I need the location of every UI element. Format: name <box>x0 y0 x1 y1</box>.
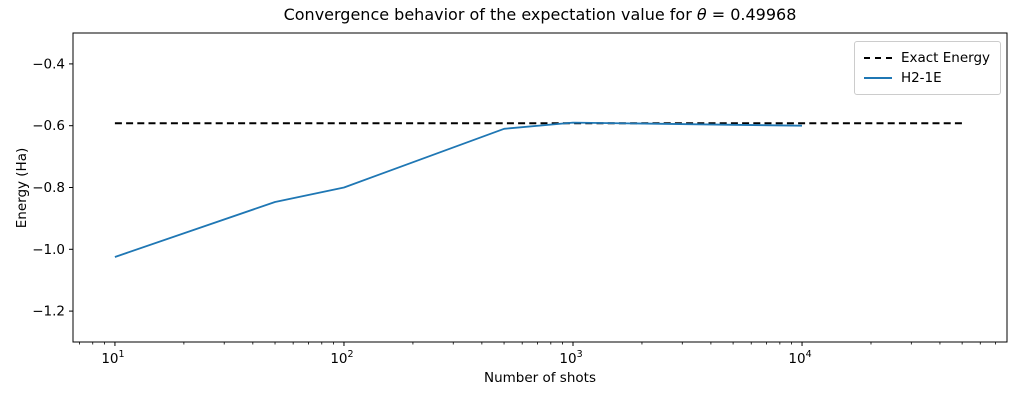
y-tick-label: −1.2 <box>32 304 65 320</box>
y-tick-label: −1.0 <box>32 242 65 258</box>
dashed-line-icon <box>863 57 892 59</box>
legend-item-exact-energy: Exact Energy <box>863 48 990 68</box>
theta-symbol: θ <box>696 5 707 24</box>
legend-label-exact-energy: Exact Energy <box>900 50 990 66</box>
legend: Exact Energy H2-1E <box>853 41 1001 95</box>
y-tick-label: −0.6 <box>32 118 65 134</box>
chart-title-suffix: = 0.49968 <box>706 5 797 24</box>
series-h2-1e <box>114 121 803 258</box>
x-tick-label: 102 <box>330 349 353 367</box>
chart-title-prefix: Convergence behavior of the expectation … <box>283 5 697 24</box>
y-axis-label: Energy (Ha) <box>14 147 30 229</box>
y-tick-label: −0.4 <box>32 56 65 72</box>
x-tick-label: 103 <box>559 349 582 367</box>
legend-label-h2-1e: H2-1E <box>900 70 942 86</box>
chart-title: Convergence behavior of the expectation … <box>73 5 1007 25</box>
x-axis-label: Number of shots <box>483 370 596 386</box>
solid-line-icon <box>863 77 892 79</box>
legend-item-h2-1e: H2-1E <box>863 68 990 88</box>
x-tick-label: 101 <box>101 349 124 367</box>
y-tick-label: −0.8 <box>32 180 65 196</box>
x-tick-label: 104 <box>788 349 811 367</box>
